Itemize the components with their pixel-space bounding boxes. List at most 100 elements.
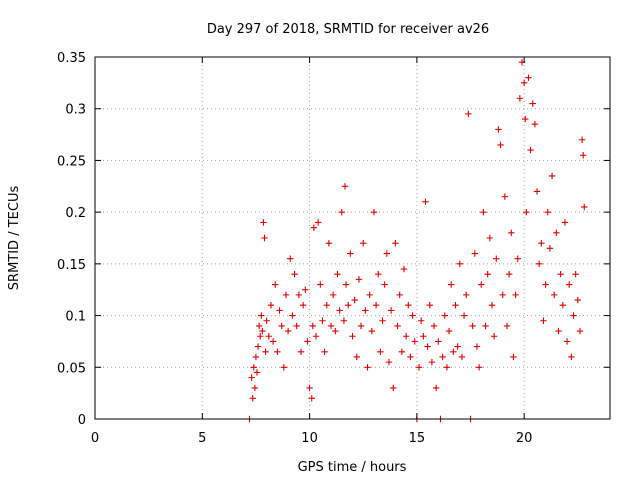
data-point (353, 353, 360, 361)
data-point (321, 348, 328, 355)
data-point (510, 353, 517, 361)
data-point (581, 203, 588, 211)
data-point (379, 317, 386, 324)
data-point (336, 307, 343, 314)
data-point (325, 239, 333, 247)
data-point (295, 291, 303, 299)
data-point (327, 322, 335, 330)
data-point (478, 281, 485, 288)
data-point (355, 276, 363, 283)
data-point (415, 364, 423, 371)
data-point (308, 395, 315, 402)
plot-frame (94, 56, 611, 420)
data-point (428, 358, 436, 366)
data-point (254, 343, 262, 350)
data-point (405, 302, 412, 309)
data-point (278, 322, 285, 330)
data-point (469, 322, 476, 330)
data-point (407, 353, 414, 361)
data-point (566, 281, 573, 288)
y-tick-label: 0.2 (65, 206, 86, 221)
data-point (557, 271, 564, 278)
y-tick-label: 0.05 (57, 361, 86, 376)
data-point (544, 208, 551, 216)
data-point (387, 307, 395, 314)
data-point (317, 281, 324, 288)
data-point (347, 250, 354, 257)
data-point (309, 322, 317, 330)
data-point (261, 234, 268, 242)
data-point (370, 208, 378, 216)
chart-title: Day 297 of 2018, SRMTID for receiver av2… (207, 22, 489, 37)
data-point (265, 333, 273, 340)
data-point (312, 333, 320, 340)
data-point (417, 317, 425, 324)
data-point (493, 255, 500, 262)
data-point (400, 265, 408, 273)
data-point (372, 302, 380, 309)
data-point (293, 322, 300, 330)
data-point (454, 343, 461, 350)
data-point (505, 271, 513, 278)
data-point (340, 317, 348, 324)
data-point (392, 239, 399, 247)
data-point (357, 322, 365, 330)
data-point (486, 234, 494, 242)
data-point (269, 338, 277, 345)
data-point (334, 271, 341, 278)
data-point (542, 281, 549, 288)
data-point (287, 255, 294, 262)
x-tick-label: 15 (409, 431, 426, 446)
data-point (251, 384, 259, 392)
y-axis-title: SRMTID / TECUs (7, 186, 22, 291)
data-point (439, 353, 446, 361)
data-point (441, 312, 448, 319)
data-point (282, 291, 290, 299)
grid (95, 57, 610, 419)
data-point (289, 312, 296, 319)
data-point (533, 188, 541, 195)
data-point (276, 307, 283, 314)
data-point (465, 110, 472, 118)
y-tick-label: 0.15 (57, 258, 86, 273)
data-point (280, 364, 288, 371)
data-point (574, 296, 582, 304)
data-point (576, 327, 584, 335)
axis-ticks: 0 5 10 15 20 0 0.05 0.1 0.15 0.2 0.25 0.3 0.35 (57, 51, 610, 446)
data-point (375, 271, 382, 278)
y-tick-label: 0.3 (65, 103, 86, 118)
y-tick-label: 0.35 (57, 51, 86, 66)
data-point (426, 302, 433, 309)
y-tick-label: 0.25 (57, 154, 86, 169)
data-point (342, 281, 350, 288)
data-point (411, 338, 418, 345)
data-point (452, 302, 459, 309)
data-point (548, 172, 556, 180)
y-tick-label: 0 (78, 413, 86, 428)
data-point (514, 255, 521, 262)
data-point (377, 348, 384, 355)
data-point (495, 126, 502, 133)
data-point (471, 250, 479, 257)
x-tick-label: 20 (516, 431, 533, 446)
data-point (448, 281, 455, 288)
data-point (299, 302, 307, 309)
data-point (568, 353, 575, 361)
data-point (304, 338, 311, 345)
data-point (366, 291, 373, 299)
data-point (381, 281, 388, 288)
y-tick-label: 0.1 (65, 310, 86, 325)
data-point (430, 322, 438, 330)
data-point (291, 271, 298, 278)
data-point (435, 338, 442, 345)
data-point (274, 348, 281, 355)
data-point (503, 322, 511, 330)
data-point (497, 141, 504, 149)
data-point (456, 260, 463, 268)
data-point (314, 219, 322, 226)
data-point (561, 219, 569, 226)
data-point (529, 100, 536, 107)
data-point (458, 353, 466, 361)
data-point (272, 281, 279, 288)
